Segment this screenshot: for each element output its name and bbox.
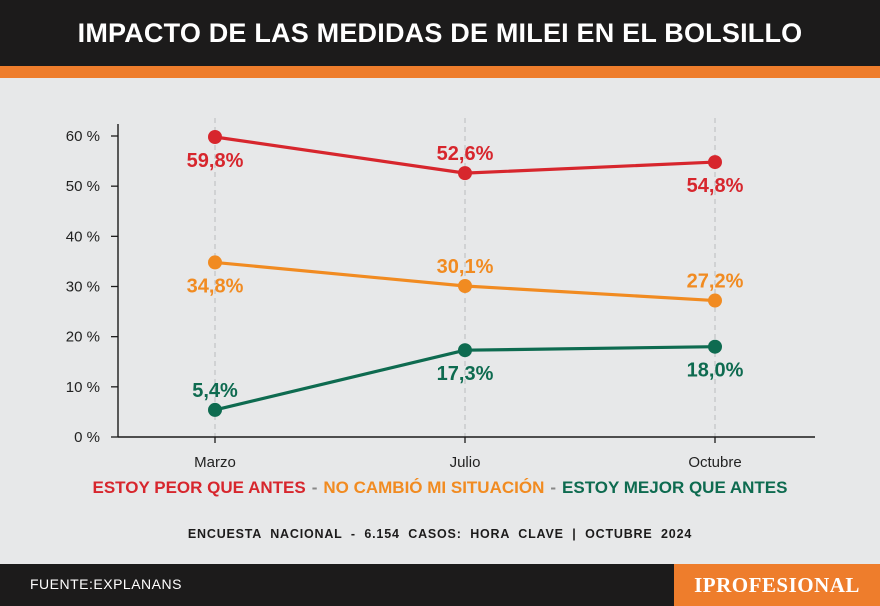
y-tick-label: 10 %	[66, 379, 100, 396]
page-title: IMPACTO DE LAS MEDIDAS DE MILEI EN EL BO…	[77, 17, 803, 48]
x-tick-label-octubre: Octubre	[688, 454, 741, 471]
legend-item-mejor: ESTOY MEJOR QUE ANTES	[562, 478, 788, 497]
line-chart: 0 % 10 % 20 % 30 % 40 % 50 % 60 % Marzo Julio Oct…	[66, 118, 815, 471]
point-peor-julio	[458, 166, 472, 181]
legend-separator: -	[311, 478, 318, 497]
legend-item-no-cambio: NO CAMBIÓ MI SITUACIÓN	[323, 478, 545, 497]
data-label-no-cambio-octubre: 27,2%	[687, 271, 744, 293]
y-tick-label: 20 %	[66, 329, 100, 346]
point-no-cambio-octubre	[708, 293, 722, 308]
brand-logo: IPROFESIONAL	[674, 564, 880, 606]
point-mejor-marzo	[208, 402, 222, 417]
y-tick-label: 0 %	[74, 429, 100, 446]
data-label-mejor-octubre: 18,0%	[687, 360, 744, 382]
legend: ESTOY PEOR QUE ANTES - NO CAMBIÓ MI SITUAC…	[0, 478, 880, 498]
x-tick-label-marzo: Marzo	[194, 454, 236, 471]
y-tick-label: 50 %	[66, 178, 100, 195]
point-no-cambio-julio	[458, 278, 472, 293]
legend-separator: -	[550, 478, 557, 497]
point-mejor-octubre	[708, 339, 722, 354]
point-mejor-julio	[458, 343, 472, 358]
legend-item-peor: ESTOY PEOR QUE ANTES	[92, 478, 306, 497]
source-text: FUENTE:EXPLANANS	[30, 576, 182, 592]
y-tick-label: 30 %	[66, 279, 100, 296]
data-label-peor-julio: 52,6%	[437, 143, 494, 165]
data-label-no-cambio-julio: 30,1%	[437, 256, 494, 278]
data-label-peor-marzo: 59,8%	[187, 150, 244, 172]
accent-stripe	[0, 66, 880, 78]
point-no-cambio-marzo	[208, 255, 222, 270]
data-label-no-cambio-marzo: 34,8%	[187, 275, 244, 297]
x-tick-label-julio: Julio	[450, 454, 481, 471]
header-bar: IMPACTO DE LAS MEDIDAS DE MILEI EN EL BO…	[0, 0, 880, 66]
survey-note: ENCUESTA NACIONAL - 6.154 CASOS: HORA CL…	[187, 527, 693, 541]
y-tick-label: 60 %	[66, 128, 100, 145]
point-peor-octubre	[708, 155, 722, 170]
point-peor-marzo	[208, 130, 222, 145]
footer-bar: FUENTE:EXPLANANS IPROFESIONAL	[0, 564, 880, 606]
y-tick-label: 40 %	[66, 228, 100, 245]
data-label-peor-octubre: 54,8%	[687, 175, 744, 197]
data-label-mejor-julio: 17,3%	[437, 363, 494, 385]
data-label-mejor-marzo: 5,4%	[192, 380, 238, 402]
